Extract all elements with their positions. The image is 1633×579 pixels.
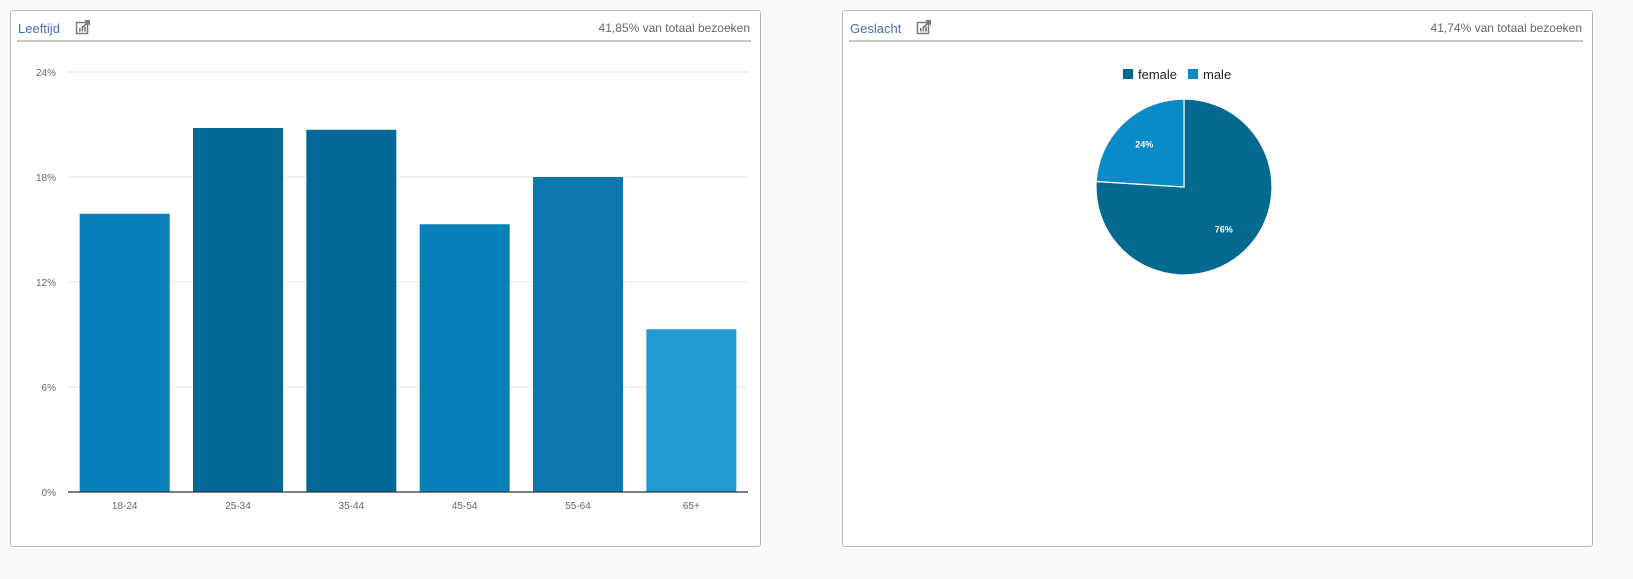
x-tick-label: 35-44: [339, 501, 365, 512]
age-bar-chart: 0% 6% 12% 18% 24% 18-24 25-34 35-44 45-54 55-64 65…: [36, 68, 748, 512]
gender-panel: Geslacht 41,74% van totaal bezoeken fema…: [842, 10, 1593, 547]
bar-45-54: [419, 224, 510, 492]
gender-pie-chart: female male 76% 24%: [1095, 67, 1273, 276]
legend-label-male: male: [1203, 67, 1231, 82]
y-tick-label: 0%: [42, 488, 57, 499]
y-tick-label: 24%: [36, 68, 56, 79]
gender-panel-coverage: 41,74% van totaal bezoeken: [1430, 21, 1582, 35]
gender-panel-title[interactable]: Geslacht: [850, 21, 902, 36]
x-tick-label: 55-64: [565, 501, 591, 512]
y-tick-label: 6%: [42, 383, 57, 394]
slice-label-male: 24%: [1135, 140, 1153, 150]
explore-icon[interactable]: [75, 19, 91, 35]
bar-35-44: [306, 129, 397, 492]
age-panel: Leeftijd 41,85% van totaal bezoeken 0% 6%…: [10, 10, 761, 547]
x-tick-label: 18-24: [112, 501, 138, 512]
y-tick-label: 18%: [36, 173, 56, 184]
age-panel-header: Leeftijd 41,85% van totaal bezoeken: [17, 11, 751, 42]
age-panel-title[interactable]: Leeftijd: [18, 21, 60, 36]
pie-slice-male: [1095, 98, 1185, 188]
gender-panel-header: Geslacht 41,74% van totaal bezoeken: [849, 11, 1583, 42]
x-tick-label: 25-34: [225, 501, 251, 512]
legend-swatch-female: [1123, 69, 1133, 79]
age-panel-coverage: 41,85% van totaal bezoeken: [598, 21, 750, 35]
bar-65+: [646, 329, 737, 492]
slice-label-female: 76%: [1215, 224, 1233, 234]
bar-18-24: [79, 213, 170, 492]
bar-55-64: [533, 177, 623, 492]
y-tick-label: 12%: [36, 278, 56, 289]
explore-icon[interactable]: [916, 19, 932, 35]
x-tick-label: 45-54: [452, 501, 478, 512]
legend-swatch-male: [1188, 69, 1198, 79]
legend-label-female: female: [1138, 67, 1177, 82]
bar-25-34: [193, 128, 283, 492]
x-tick-label: 65+: [683, 501, 700, 512]
